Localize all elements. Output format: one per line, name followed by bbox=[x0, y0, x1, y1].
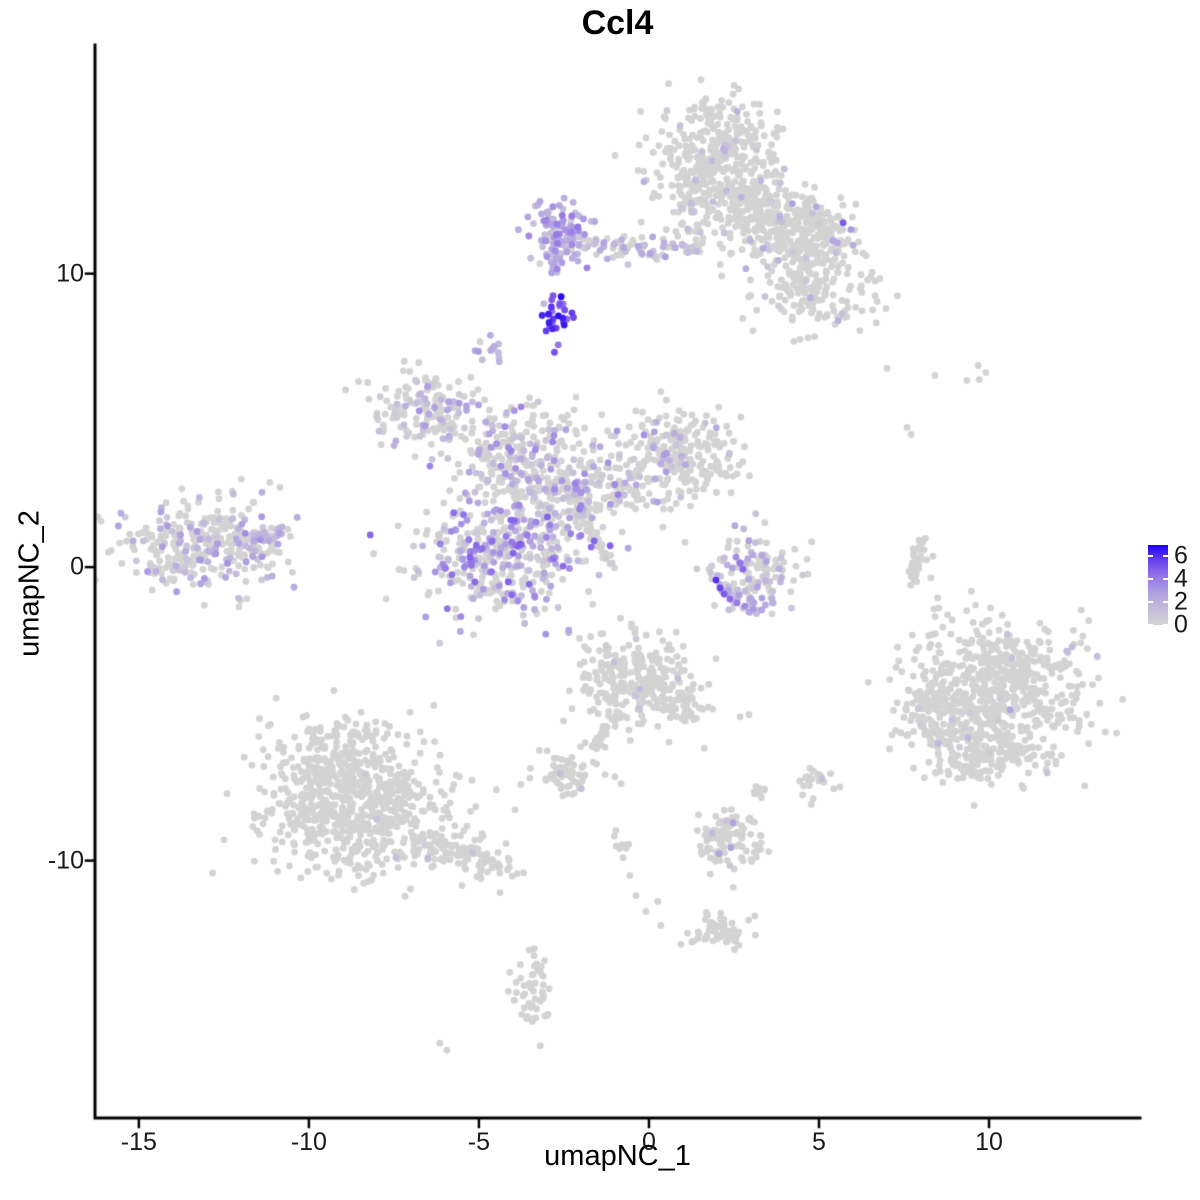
plot-title: Ccl4 bbox=[581, 4, 654, 42]
x-tick-label: 0 bbox=[642, 1128, 656, 1156]
colorbar-tick-mark bbox=[1163, 624, 1168, 625]
x-tick-label: -5 bbox=[467, 1128, 491, 1156]
colorbar-tick-mark bbox=[1148, 601, 1153, 604]
colorbar-tick-mark bbox=[1148, 578, 1153, 581]
x-tick-label: -10 bbox=[290, 1128, 327, 1156]
y-axis-title: umapNC_2 bbox=[13, 510, 46, 657]
colorbar-tick-label: 4 bbox=[1174, 564, 1188, 593]
colorbar-tick-mark bbox=[1148, 555, 1153, 558]
colorbar-tick-label: 2 bbox=[1174, 587, 1188, 616]
colorbar-gradient bbox=[1148, 545, 1168, 625]
colorbar-tick-label: 6 bbox=[1174, 541, 1188, 570]
colorbar-tick-mark bbox=[1163, 601, 1168, 604]
colorbar-tick-mark bbox=[1148, 624, 1153, 625]
y-tick-label: -10 bbox=[47, 846, 84, 875]
y-tick-label: 0 bbox=[70, 552, 84, 581]
x-tick-label: -15 bbox=[120, 1128, 157, 1156]
y-tick-label: 10 bbox=[56, 259, 84, 288]
x-tick-label: 10 bbox=[975, 1128, 1003, 1156]
x-tick-label: 5 bbox=[812, 1128, 826, 1156]
x-axis-title: umapNC_1 bbox=[544, 1140, 691, 1172]
colorbar-tick-mark bbox=[1163, 578, 1168, 581]
colorbar-tick-label: 0 bbox=[1174, 610, 1188, 639]
colorbar-tick-mark bbox=[1163, 555, 1168, 558]
